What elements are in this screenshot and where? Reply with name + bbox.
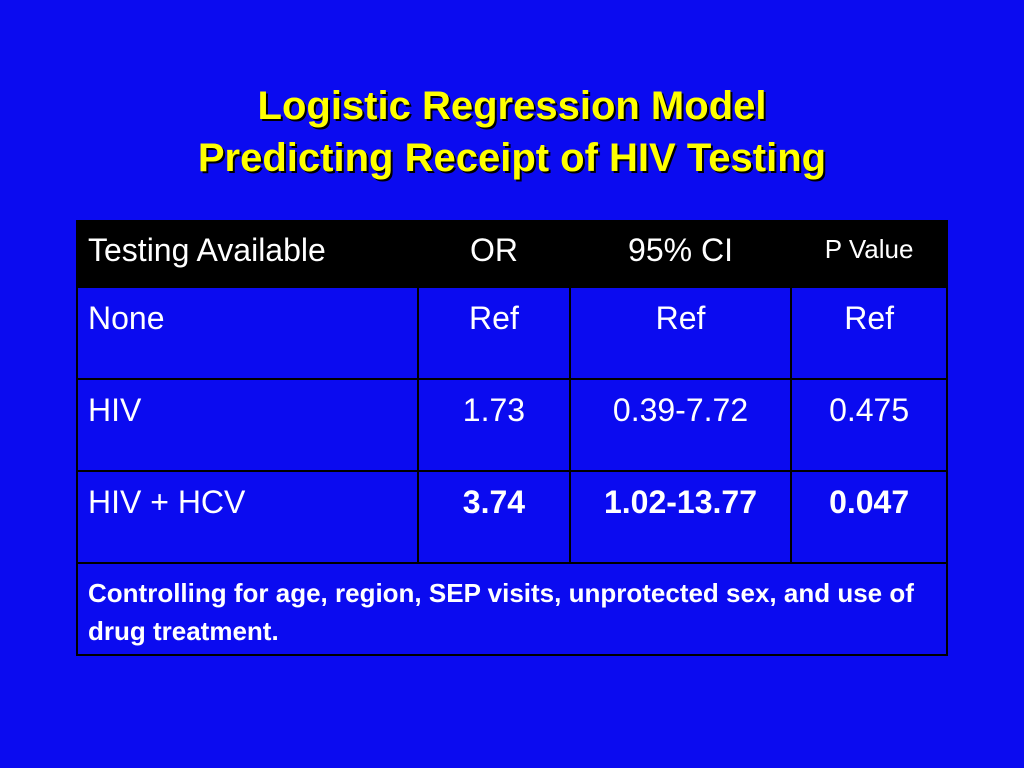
row-label: None (75, 286, 420, 380)
table-row: None Ref Ref Ref (75, 286, 948, 380)
header-p-value: P Value (790, 220, 948, 288)
row-label: HIV + HCV (75, 470, 420, 564)
slide-title: Logistic Regression Model Predicting Rec… (0, 80, 1024, 184)
table-header-row: Testing Available OR 95% CI P Value (75, 220, 948, 288)
row-or: Ref (417, 286, 571, 380)
header-ci: 95% CI (568, 220, 793, 288)
row-ci: 0.39-7.72 (568, 378, 793, 472)
row-or: 1.73 (417, 378, 571, 472)
row-label: HIV (75, 378, 420, 472)
row-ci: Ref (568, 286, 793, 380)
table-row: HIV + HCV 3.74 1.02-13.77 0.047 (75, 470, 948, 564)
header-or: OR (417, 220, 571, 288)
table-row: HIV 1.73 0.39-7.72 0.475 (75, 378, 948, 472)
title-line-1: Logistic Regression Model (257, 84, 767, 128)
row-p-value: Ref (790, 286, 948, 380)
row-p-value: 0.475 (790, 378, 948, 472)
row-p-value: 0.047 (790, 470, 948, 564)
results-table: Testing Available OR 95% CI P Value None… (75, 220, 948, 656)
table-footnote-row: Controlling for age, region, SEP visits,… (76, 562, 948, 656)
row-ci: 1.02-13.77 (568, 470, 793, 564)
row-or: 3.74 (417, 470, 571, 564)
header-testing-available: Testing Available (75, 220, 420, 288)
title-line-2: Predicting Receipt of HIV Testing (197, 136, 827, 180)
footnote: Controlling for age, region, SEP visits,… (76, 562, 948, 656)
